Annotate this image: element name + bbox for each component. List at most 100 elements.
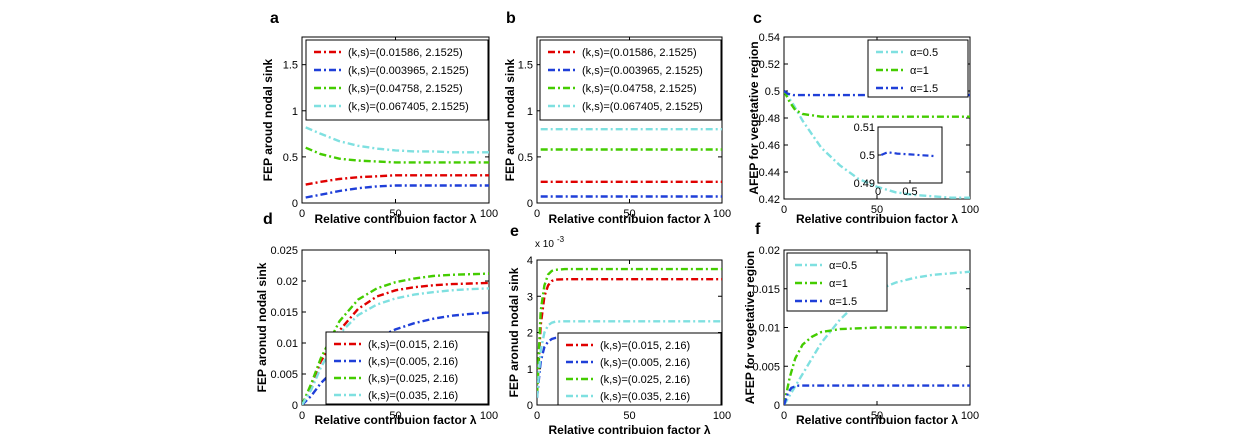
x-tick-label: 100 [961, 410, 979, 422]
x-tick-label: 50 [389, 208, 401, 220]
legend-box [867, 39, 969, 98]
y-tick-label: 1 [527, 106, 533, 118]
legend-entry: (k,s)=(0.01586, 2.1525) [348, 47, 463, 59]
legend-entry: (k,s)=(0.003965, 2.1525) [348, 65, 469, 77]
series-line-2 [784, 90, 970, 118]
x-tick-label: 50 [871, 204, 883, 216]
y-tick-label: 0.015 [270, 307, 298, 319]
series-line-2 [305, 184, 489, 199]
legend-entry: (k,s)=(0.01586, 2.1525) [582, 47, 697, 59]
series-line-4 [305, 126, 489, 154]
y-tick-label: 0.48 [759, 113, 780, 125]
y-tick-label: 0.005 [752, 361, 780, 373]
panel-letter: c [753, 10, 762, 27]
x-tick-label: 100 [480, 410, 498, 422]
inset-x-tick-label: 0.5 [902, 186, 917, 198]
legend-entry: (k,s)=(0.015, 2.16) [368, 339, 458, 351]
series-line-4 [302, 287, 489, 405]
panel-letter: b [506, 10, 516, 27]
y-tick-label: 1 [527, 364, 533, 376]
legend-entry: (k,s)=(0.067405, 2.1525) [582, 101, 703, 113]
panel-letter: d [263, 211, 273, 228]
series-line-3 [784, 384, 970, 405]
legend-entry: (k,s)=(0.005, 2.16) [600, 357, 690, 369]
legend-entry: (k,s)=(0.035, 2.16) [368, 390, 458, 402]
legend-entry: (k,s)=(0.025, 2.16) [600, 374, 690, 386]
legend-entry: (k,s)=(0.015, 2.16) [600, 340, 690, 352]
y-tick-label: 0 [292, 400, 298, 412]
legend-entry: α=0.5 [829, 260, 857, 272]
x-tick-label: 0 [299, 208, 305, 220]
panel-letter: a [270, 10, 279, 27]
x-tick-label: 100 [713, 208, 731, 220]
legend-entry: (k,s)=(0.035, 2.16) [600, 391, 690, 403]
inset-y-tick-label: 0.49 [854, 178, 875, 190]
legend: (k,s)=(0.015, 2.16) (k,s)=(0.005, 2.16) (k… [325, 331, 489, 405]
y-tick-label: 0.015 [752, 284, 780, 296]
legend-entry: (k,s)=(0.003965, 2.1525) [582, 65, 703, 77]
x-tick-label: 50 [389, 410, 401, 422]
legend: α=0.5 α=1 α=1.5 [867, 39, 969, 98]
x-axis-label: Relative contribuion factor λ [548, 212, 710, 226]
legend-box [305, 39, 489, 121]
axis-multiplier: x 10 [535, 239, 554, 250]
series-line-1 [305, 174, 489, 186]
y-tick-label: 0 [527, 198, 533, 210]
y-tick-label: 0.01 [277, 338, 298, 350]
x-axis-label: Relative contribuion factor λ [548, 423, 710, 437]
y-tick-label: 0 [774, 400, 780, 412]
y-tick-label: 0.005 [270, 369, 298, 381]
panel-b: b 0 50 100 0 0.5 1 1.5 Relative contribuion fact… [503, 10, 731, 226]
y-axis-label: FEP aroud nodal sink [503, 58, 517, 181]
x-tick-label: 100 [713, 410, 731, 422]
x-tick-label: 50 [623, 208, 635, 220]
series-line-3 [302, 272, 489, 405]
y-tick-label: 3 [527, 291, 533, 303]
legend: (k,s)=(0.015, 2.16) (k,s)=(0.005, 2.16) (k… [557, 332, 722, 406]
y-tick-label: 0.5 [765, 86, 780, 98]
y-tick-label: 0.02 [759, 245, 780, 257]
x-tick-label: 50 [623, 410, 635, 422]
x-axis-label: Relative contribuion factor λ [796, 413, 958, 427]
legend-entry: α=1 [829, 278, 848, 290]
legend-entry: α=1.5 [910, 83, 938, 95]
y-axis-label: FEP aronud nodal sink [255, 262, 269, 392]
series-line-1 [302, 281, 489, 405]
y-axis-label: AFEP for vegetative region [743, 251, 757, 404]
legend: α=0.5 α=1 α=1.5 [786, 252, 888, 312]
legend-entry: (k,s)=(0.04758, 2.1525) [582, 83, 697, 95]
inset-series-line [880, 151, 936, 158]
legend-entry: (k,s)=(0.025, 2.16) [368, 373, 458, 385]
y-tick-label: 0.54 [759, 32, 780, 44]
x-tick-label: 50 [871, 410, 883, 422]
y-tick-label: 0.44 [759, 167, 780, 179]
legend-entry: α=1 [910, 65, 929, 77]
series-line-2 [537, 336, 722, 398]
panel-e: e 0 50 100 0 1 2 3 4 Relative contribuion factor … [507, 223, 731, 437]
series-line-4 [537, 320, 722, 398]
x-tick-label: 100 [961, 204, 979, 216]
x-tick-label: 100 [480, 208, 498, 220]
y-tick-label: 1 [292, 106, 298, 118]
y-tick-label: 0 [527, 400, 533, 412]
legend: (k,s)=(0.01586, 2.1525) (k,s)=(0.003965, … [305, 39, 489, 121]
inset-x-tick-label: 0 [875, 186, 881, 198]
axis-multiplier-exponent: -3 [557, 235, 565, 244]
series-line-3 [537, 267, 722, 395]
legend-entry: (k,s)=(0.005, 2.16) [368, 356, 458, 368]
x-tick-label: 0 [534, 410, 540, 422]
series-line-1 [537, 278, 722, 395]
panel-f: f 0 50 100 0 0.005 0.01 0.015 0.02 Relative contr… [743, 221, 979, 427]
panel-a: a 0 50 100 0 0.5 1 1.5 Relative contribuion fact… [261, 10, 498, 226]
x-tick-label: 0 [781, 204, 787, 216]
y-tick-label: 0.5 [283, 152, 298, 164]
x-tick-label: 0 [781, 410, 787, 422]
y-tick-label: 4 [527, 255, 533, 267]
x-tick-label: 0 [299, 410, 305, 422]
inset-y-tick-label: 0.51 [854, 122, 875, 134]
y-tick-label: 2 [527, 328, 533, 340]
inset-plot: 0.49 0.5 0.51 0 0.5 [854, 122, 943, 198]
x-axis-label: Relative contribuion factor λ [314, 212, 476, 226]
panel-letter: f [755, 221, 761, 238]
